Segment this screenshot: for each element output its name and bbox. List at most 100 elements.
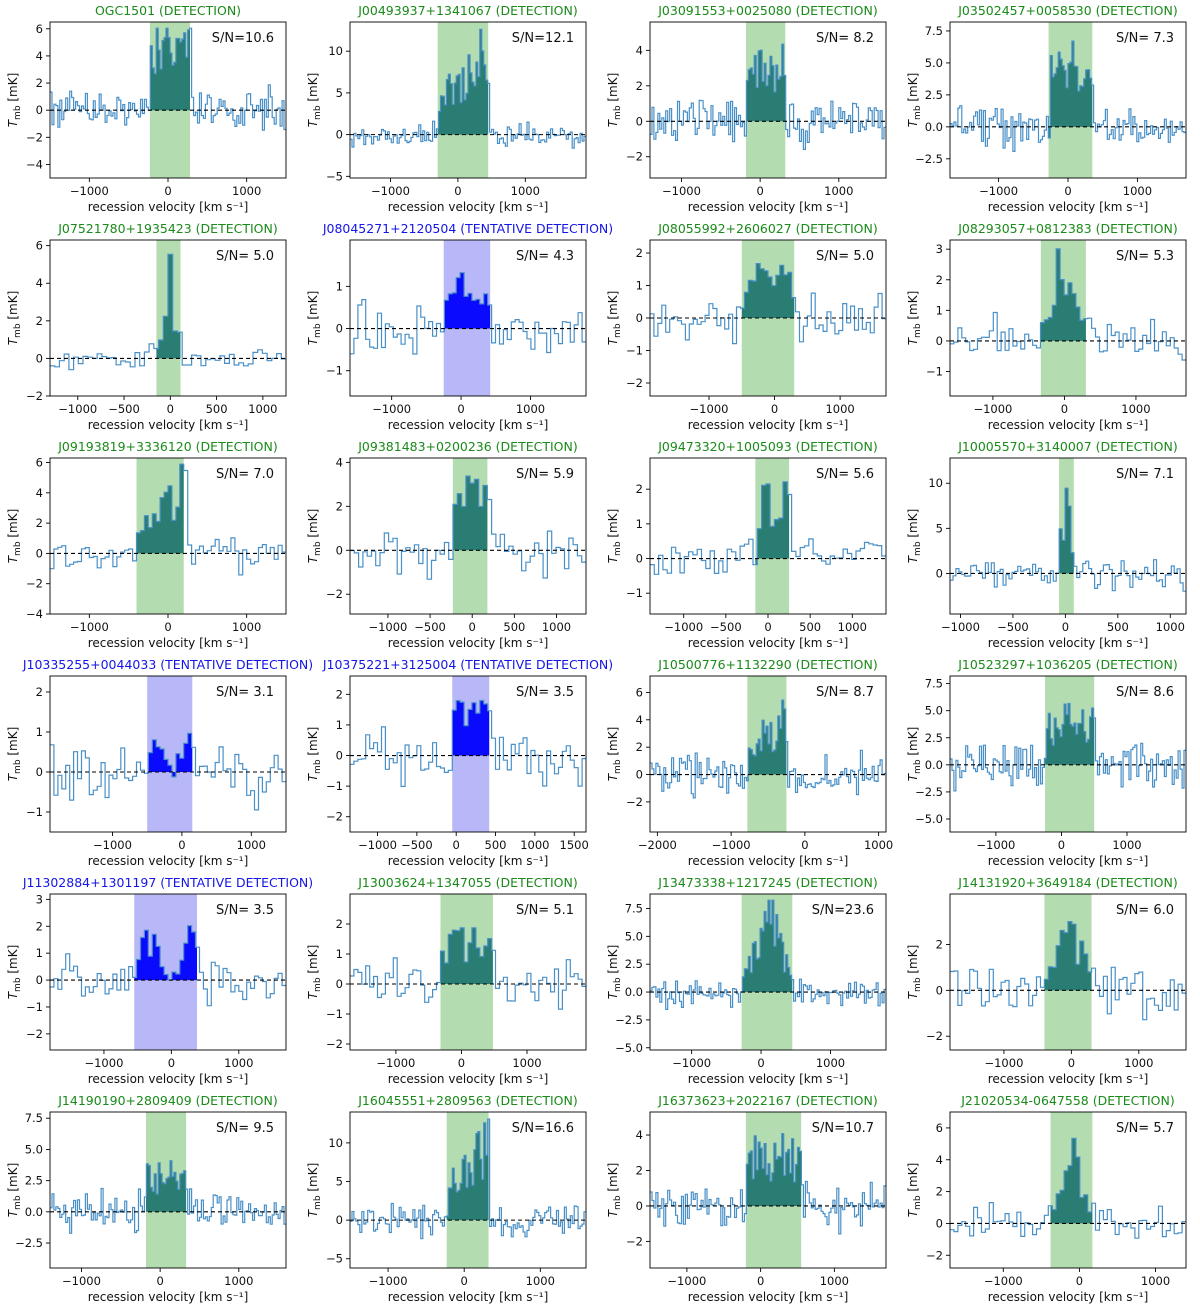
y-tick-label: 1 xyxy=(636,517,643,531)
y-tick-label: 10 xyxy=(328,44,343,58)
y-tick-label: 0 xyxy=(936,1216,943,1230)
spectrum-chart: −1000 0 1000 −1 0 1 2 J10335255+0044033 (TENTAT… xyxy=(6,657,313,868)
x-tick-label: 1000 xyxy=(838,620,867,634)
x-tick-label: 0 xyxy=(1058,838,1065,852)
spectrum-line xyxy=(950,1137,1186,1239)
y-tick-label: 4 xyxy=(36,49,43,63)
plot-area xyxy=(50,894,286,1050)
y-tick-label: 2 xyxy=(636,246,643,260)
x-axis-label: recession velocity [km s⁻¹] xyxy=(688,1072,849,1086)
x-tick-label: 1000 xyxy=(824,184,853,198)
y-tick-label: 2 xyxy=(336,917,343,931)
spectrum-panel: −1000 −500 0 500 1000 −2 0 2 4 J09381483+0200236 … xyxy=(300,436,600,654)
x-tick-label: 0 xyxy=(1064,184,1071,198)
x-tick-label: 1000 xyxy=(237,838,266,852)
line-emission-fill xyxy=(147,733,193,777)
line-emission-fill xyxy=(146,1160,187,1212)
x-tick-label: 0 xyxy=(1076,1274,1083,1288)
y-tick-label: −2 xyxy=(626,376,643,390)
panel-title: J16045551+2809563 (DETECTION) xyxy=(357,1093,577,1108)
x-axis-label: recession velocity [km s⁻¹] xyxy=(688,1290,849,1304)
x-tick-label: 500 xyxy=(503,620,525,634)
spectrum-panel: −1000 −500 0 500 1000 −2 0 2 4 6 J07521780+1935423… xyxy=(0,218,300,436)
y-tick-label: 7.5 xyxy=(925,677,943,691)
y-tick-label: 2 xyxy=(336,499,343,513)
x-axis-label: recession velocity [km s⁻¹] xyxy=(988,636,1149,650)
spectrum-panel: −1000 −500 0 500 1000 −1 0 1 2 J09473320+1005093 … xyxy=(600,436,900,654)
y-tick-label: 4 xyxy=(936,1153,943,1167)
y-tick-label: −1 xyxy=(326,364,343,378)
x-tick-label: −1000 xyxy=(712,838,751,852)
axes-frame xyxy=(949,457,1187,615)
y-axis-label: Tmb [mK] xyxy=(906,509,923,564)
y-axis-label: Tmb [mK] xyxy=(306,1163,323,1218)
line-emission-fill xyxy=(1044,921,1092,991)
y-tick-label: 10 xyxy=(328,1136,343,1150)
x-axis-label: recession velocity [km s⁻¹] xyxy=(88,854,249,868)
spectrum-chart: −1000 0 1000 −5.0 −2.5 0.0 2.5 5.0 7.5 J13473338+… xyxy=(606,875,887,1086)
panel-title: OGC1501 (DETECTION) xyxy=(95,3,241,18)
x-tick-label: 0 xyxy=(757,1056,764,1070)
x-axis-label: recession velocity [km s⁻¹] xyxy=(988,854,1149,868)
x-tick-label: 0 xyxy=(1061,402,1068,416)
spectrum-chart: −2000 −1000 0 1000 −2 0 2 4 6 J10500776+1132290 (… xyxy=(606,657,893,868)
x-tick-label: −1000 xyxy=(667,1274,706,1288)
plot-area xyxy=(950,894,1186,1050)
y-tick-label: −2 xyxy=(926,1248,943,1262)
x-tick-label: −500 xyxy=(710,620,742,634)
x-tick-label: 0 xyxy=(1062,620,1069,634)
x-axis-label: recession velocity [km s⁻¹] xyxy=(88,1072,249,1086)
y-tick-label: 4 xyxy=(36,486,43,500)
line-emission-fill xyxy=(747,700,787,781)
y-tick-label: 0 xyxy=(636,114,643,128)
x-axis-label: recession velocity [km s⁻¹] xyxy=(388,1290,549,1304)
y-tick-label: 2 xyxy=(936,1185,943,1199)
x-axis-label: recession velocity [km s⁻¹] xyxy=(88,636,249,650)
y-tick-label: 5 xyxy=(336,1175,343,1189)
x-tick-label: −2000 xyxy=(638,838,677,852)
y-tick-label: 0 xyxy=(336,1213,343,1227)
snr-label: S/N= 7.3 xyxy=(1116,31,1174,46)
x-tick-label: −1000 xyxy=(358,838,397,852)
snr-label: S/N=10.7 xyxy=(812,1121,874,1136)
x-tick-label: −1000 xyxy=(690,402,729,416)
x-tick-label: 500 xyxy=(1107,620,1129,634)
axes-frame xyxy=(949,893,1187,1051)
y-axis-label: Tmb [mK] xyxy=(606,509,623,564)
y-tick-label: −2.5 xyxy=(915,152,943,166)
spectrum-panel: −1000 0 1000 −5.0 −2.5 0.0 2.5 5.0 7.5 J13473338+… xyxy=(600,872,900,1090)
spectrum-line xyxy=(50,732,286,811)
x-tick-label: 1000 xyxy=(1112,838,1141,852)
spectrum-line xyxy=(950,702,1186,792)
y-tick-label: −5.0 xyxy=(915,812,943,826)
y-axis-label: Tmb [mK] xyxy=(906,291,923,346)
x-tick-label: 0 xyxy=(453,838,460,852)
y-tick-label: 6 xyxy=(936,1121,943,1135)
line-emission-fill xyxy=(1050,1138,1093,1224)
y-axis-label: Tmb [mK] xyxy=(606,73,623,128)
y-tick-label: 2 xyxy=(36,516,43,530)
x-axis-label: recession velocity [km s⁻¹] xyxy=(988,200,1149,214)
panel-title: J13003624+1347055 (DETECTION) xyxy=(357,875,577,890)
snr-label: S/N= 5.9 xyxy=(516,467,574,482)
panel-title: J09381483+0200236 (DETECTION) xyxy=(357,439,577,454)
y-tick-label: 0 xyxy=(36,765,43,779)
spectrum-chart: −1000 0 1000 −1 0 1 J08045271+2120504 (TENTATI… xyxy=(306,221,613,432)
snr-label: S/N= 5.1 xyxy=(516,903,574,918)
x-tick-label: 1000 xyxy=(516,402,545,416)
y-tick-label: 0 xyxy=(636,311,643,325)
y-tick-label: −5 xyxy=(326,1252,343,1266)
y-tick-label: −2.5 xyxy=(915,785,943,799)
snr-label: S/N= 5.7 xyxy=(1116,1121,1174,1136)
x-tick-label: 1000 xyxy=(816,1056,845,1070)
y-tick-label: −1 xyxy=(926,365,943,379)
y-tick-label: 7.5 xyxy=(925,24,943,38)
y-axis-label: Tmb [mK] xyxy=(906,727,923,782)
spectrum-chart: −1000 0 1000 −2 0 2 4 J03091553+0025080 (DETECT… xyxy=(606,3,887,214)
y-tick-label: 2.5 xyxy=(925,731,943,745)
spectrum-chart: −1000 0 1000 −2 −1 0 1 2 J08055992+2606027 (DETE… xyxy=(606,221,887,432)
y-axis-label: Tmb [mK] xyxy=(306,945,323,1000)
spectrum-line xyxy=(950,921,1186,1021)
x-tick-label: 1000 xyxy=(1156,620,1185,634)
y-tick-label: 0.0 xyxy=(25,1205,43,1219)
